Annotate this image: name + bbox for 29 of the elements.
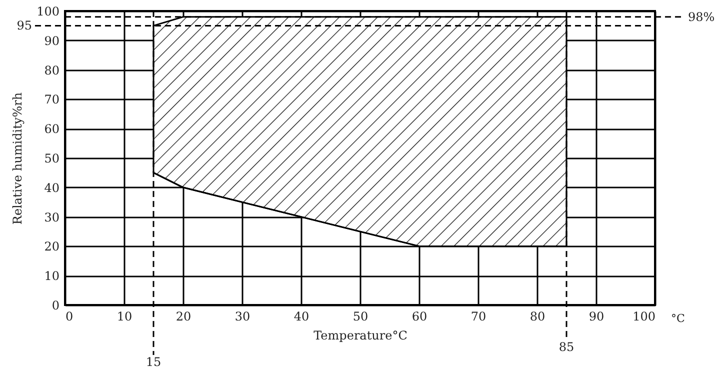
y-tick-label: 50: [44, 152, 60, 166]
y-tick-label: 10: [44, 269, 60, 284]
x-tick-label: 80: [530, 310, 546, 324]
x-tick-label: 10: [116, 310, 132, 324]
ref-line-label: 98%: [688, 10, 715, 24]
x-axis-title: Temperature°C: [314, 328, 408, 342]
y-axis-title: Relative humidity%rh: [10, 92, 25, 225]
x-tick-label: 0: [66, 310, 74, 324]
y-tick-label: 20: [44, 240, 60, 254]
x-tick-label: 20: [176, 310, 192, 324]
x-tick-label: 70: [470, 310, 486, 324]
y-tick-label: 30: [44, 210, 60, 224]
y-tick-label: 80: [44, 63, 60, 78]
x-tick-label: 40: [294, 310, 310, 324]
x-tick-label: 100: [632, 310, 656, 324]
y-tick-label: 60: [44, 122, 60, 136]
text: °C: [671, 312, 685, 325]
x-tick-label: 50: [352, 310, 368, 324]
y-tick-label: 100: [36, 4, 60, 18]
x-tick-label: 60: [412, 310, 428, 324]
y-tick-label: 70: [44, 92, 60, 107]
y-tick-label: 0: [52, 298, 60, 312]
x-tick-label: 90: [588, 310, 604, 324]
ref-line-label: 95: [16, 18, 32, 33]
y-tick-label: 90: [44, 34, 60, 48]
x-tick-label: 30: [234, 310, 250, 324]
ref-line-label: 15: [146, 355, 162, 369]
ref-line-label: 85: [558, 340, 574, 354]
y-tick-label: 40: [44, 180, 60, 195]
